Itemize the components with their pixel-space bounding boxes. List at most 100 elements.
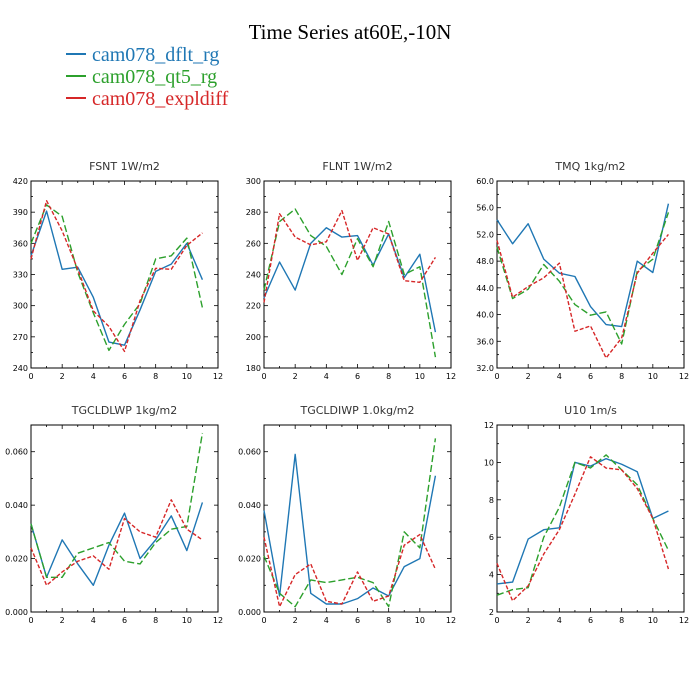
plot-frame (496, 180, 685, 369)
x-tick-label: 6 (122, 372, 127, 381)
x-tick-label: 0 (261, 616, 266, 625)
y-tick-label: 360 (13, 239, 28, 248)
x-tick-label: 6 (588, 372, 593, 381)
legend-label-dflt: cam078_dflt_rg (92, 44, 220, 66)
y-tick-label: 56.0 (476, 204, 494, 213)
y-tick-label: 32.0 (476, 364, 494, 373)
panel-title: TGCLDIWP 1.0kg/m2 (299, 404, 414, 417)
series-line-2 (263, 438, 437, 608)
y-tick-label: 180 (246, 364, 261, 373)
y-tick-label: 0.020 (238, 555, 261, 564)
plot-frame (496, 424, 685, 613)
series-line-1 (263, 453, 437, 605)
series-line-3 (263, 209, 437, 303)
legend-item-expldiff: cam078_expldiff (66, 88, 228, 110)
x-tick-label: 8 (386, 616, 391, 625)
x-tick-label: 0 (28, 372, 33, 381)
x-tick-label: 12 (213, 616, 223, 625)
x-tick-label: 2 (526, 616, 531, 625)
x-tick-label: 4 (91, 616, 96, 625)
y-tick-label: 36.0 (476, 337, 494, 346)
panel-title: FSNT 1W/m2 (89, 160, 160, 173)
y-tick-label: 300 (246, 177, 261, 186)
y-tick-label: 420 (13, 177, 28, 186)
y-tick-label: 12 (484, 421, 494, 430)
y-tick-label: 220 (246, 302, 261, 311)
x-tick-label: 8 (619, 372, 624, 381)
x-tick-label: 10 (415, 372, 425, 381)
panel-3: TMQ 1kg/m2 0 2 4 6 8 10 12 32.0 36.0 40.0 44.0 48.0 5… (476, 160, 689, 381)
y-tick-label: 200 (246, 333, 261, 342)
x-tick-label: 4 (324, 616, 329, 625)
plot-frame (263, 180, 452, 369)
x-tick-label: 4 (91, 372, 96, 381)
y-tick-label: 10 (484, 458, 494, 467)
x-tick-label: 0 (28, 616, 33, 625)
y-tick-label: 300 (13, 302, 28, 311)
y-tick-label: 330 (13, 271, 28, 280)
series-line-1 (30, 502, 204, 586)
y-tick-label: 44.0 (476, 284, 494, 293)
series-line-1 (496, 457, 669, 585)
plot-frame (263, 424, 452, 613)
y-tick-label: 390 (13, 208, 28, 217)
x-tick-label: 2 (293, 372, 298, 381)
x-tick-label: 12 (679, 372, 689, 381)
x-tick-label: 2 (526, 372, 531, 381)
y-tick-label: 4 (489, 571, 494, 580)
panel-1: FSNT 1W/m2 0 2 4 6 8 10 12 240 270 300 330 360 390 420 (13, 160, 223, 381)
y-tick-label: 6 (489, 533, 494, 542)
legend-label-qt5: cam078_qt5_rg (92, 66, 218, 88)
y-tick-label: 240 (13, 364, 28, 373)
y-tick-label: 0.000 (238, 608, 261, 617)
x-tick-label: 2 (293, 616, 298, 625)
panel-title: TGCLDLWP 1kg/m2 (71, 404, 177, 417)
panel-title: FLNT 1W/m2 (322, 160, 392, 173)
legend-swatch-qt5 (66, 75, 86, 78)
x-tick-label: 0 (494, 372, 499, 381)
legend-swatch-expldiff (66, 97, 86, 100)
x-tick-label: 8 (386, 372, 391, 381)
panel-4: TGCLDLWP 1kg/m2 0 2 4 6 8 10 12 0.000 0.020 0.040 0… (5, 404, 223, 625)
y-tick-label: 0.060 (5, 448, 28, 457)
y-tick-label: 260 (246, 239, 261, 248)
y-tick-label: 0.060 (238, 448, 261, 457)
x-tick-label: 10 (182, 372, 192, 381)
series-line-3 (30, 499, 203, 586)
series-line-1 (30, 210, 204, 346)
y-tick-label: 0.040 (238, 501, 261, 510)
series-line-2 (263, 208, 437, 358)
y-tick-label: 240 (246, 271, 261, 280)
x-tick-label: 10 (648, 616, 658, 625)
panel-title: U10 1m/s (564, 404, 617, 417)
series-line-1 (263, 227, 437, 333)
x-tick-label: 4 (324, 372, 329, 381)
y-tick-label: 270 (13, 333, 28, 342)
series-line-3 (496, 233, 669, 359)
x-tick-label: 0 (494, 616, 499, 625)
legend-item-qt5: cam078_qt5_rg (66, 66, 228, 88)
y-tick-label: 52.0 (476, 230, 494, 239)
figure-title: Time Series at60E,-10N (248, 20, 452, 44)
x-tick-label: 4 (557, 616, 562, 625)
y-tick-label: 0.040 (5, 501, 28, 510)
y-tick-label: 0.000 (5, 608, 28, 617)
x-tick-label: 8 (153, 372, 158, 381)
x-tick-label: 10 (182, 616, 192, 625)
series-line-2 (30, 204, 204, 352)
x-tick-label: 4 (557, 372, 562, 381)
x-tick-label: 6 (355, 616, 360, 625)
series-line-3 (263, 533, 437, 608)
series-line-2 (30, 432, 204, 578)
x-tick-label: 6 (122, 616, 127, 625)
x-tick-label: 6 (355, 372, 360, 381)
x-tick-label: 10 (648, 372, 658, 381)
x-tick-label: 12 (446, 372, 456, 381)
panel-2: FLNT 1W/m2 0 2 4 6 8 10 12 180 200 220 240 260 280 300 (246, 160, 456, 381)
x-tick-label: 10 (415, 616, 425, 625)
legend-item-dflt: cam078_dflt_rg (66, 44, 228, 66)
legend: cam078_dflt_rg cam078_qt5_rg cam078_expl… (66, 44, 228, 110)
x-tick-label: 8 (619, 616, 624, 625)
